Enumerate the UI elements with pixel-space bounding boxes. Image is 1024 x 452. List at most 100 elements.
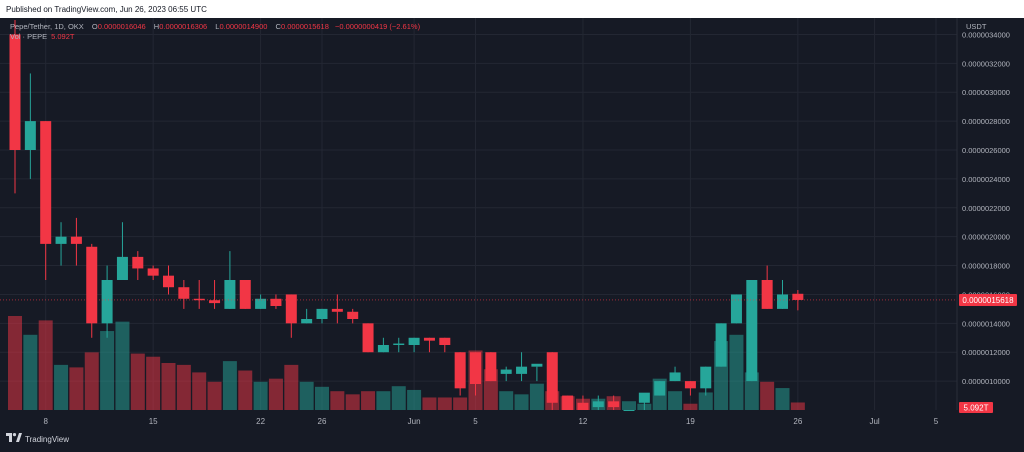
candle-body <box>577 402 589 410</box>
volume-bar <box>330 391 345 410</box>
open-label: O <box>91 22 98 31</box>
candle-body <box>715 323 727 367</box>
volume-bar <box>192 372 207 410</box>
candle-body <box>132 256 144 269</box>
volume-bar <box>100 331 115 410</box>
candle-body <box>9 34 21 150</box>
candle-body <box>546 352 558 403</box>
time-tick-label: 26 <box>793 417 802 426</box>
candle-body <box>423 337 435 341</box>
time-tick-label: Jun <box>408 417 421 426</box>
candle-body <box>163 275 174 288</box>
candle-body <box>70 236 82 244</box>
candle-body <box>562 395 574 410</box>
candle-body <box>531 363 543 367</box>
candle-body <box>147 268 159 276</box>
volume-bar <box>284 364 299 410</box>
candle-body <box>393 343 405 345</box>
volume-bar <box>38 320 53 410</box>
candle-body <box>500 369 512 374</box>
candle-body <box>86 246 98 324</box>
candle-body <box>623 410 635 411</box>
low-label: L <box>215 22 220 31</box>
volume-bar <box>683 403 698 410</box>
volume-bar <box>207 381 222 410</box>
price-tick-label: 0.0000012000 <box>962 348 1010 357</box>
volume-bar <box>23 334 38 410</box>
volume-bar <box>729 334 744 410</box>
price-tick-label: 0.0000024000 <box>962 175 1010 184</box>
time-tick-label: 5 <box>473 417 478 426</box>
candle-body <box>224 280 236 309</box>
volume-bar <box>453 397 468 410</box>
volume-bar <box>407 389 422 410</box>
volume-bar <box>437 397 452 410</box>
volume-bar <box>760 381 775 410</box>
price-tick-label: 0.0000020000 <box>962 233 1010 242</box>
price-tick-label: 0.0000034000 <box>962 30 1010 39</box>
last-price-badge: 0.0000015618 <box>959 293 1017 306</box>
candle-body <box>316 308 328 319</box>
time-tick-label: 5 <box>934 417 939 426</box>
time-axis: 8 15 22 26 Jun 5 12 19 26 Jul 5 <box>43 417 938 426</box>
last-volume-label: 5.092T <box>964 404 989 413</box>
volume-bar <box>69 367 84 410</box>
candle-body <box>684 381 696 389</box>
ohlc-legend: Pepe/Tether, 1D, OKX O0.0000016046 H0.00… <box>10 22 420 31</box>
published-caption: Published on TradingView.com, Jun 26, 20… <box>6 5 207 14</box>
candle-body <box>439 337 451 345</box>
volume-bar <box>422 397 437 410</box>
price-tick-label: 0.0000032000 <box>962 59 1010 68</box>
candle-body <box>516 366 528 374</box>
candle-body <box>608 401 620 408</box>
close-label: C <box>275 22 281 31</box>
volume-label: Vol · PEPE <box>10 32 48 41</box>
time-tick-label: 8 <box>43 417 48 426</box>
volume-bar <box>790 402 805 410</box>
candle-body <box>700 366 712 389</box>
candle-body <box>55 236 67 244</box>
time-tick-label: 22 <box>256 417 265 426</box>
candle-body <box>408 337 420 345</box>
time-tick-label: 26 <box>318 417 327 426</box>
low-value: 0.0000014900 <box>219 22 268 31</box>
volume-bar <box>345 394 360 410</box>
candle-body <box>377 345 389 353</box>
volume-bars <box>8 316 805 410</box>
time-tick-label: 19 <box>686 417 695 426</box>
high-value: 0.0000016306 <box>159 22 208 31</box>
volume-bar <box>222 361 237 410</box>
volume-bar <box>84 352 99 410</box>
candles <box>9 20 804 411</box>
close-value: 0.0000015618 <box>280 22 329 31</box>
open-value: 0.0000016046 <box>97 22 146 31</box>
candle-body <box>470 352 481 384</box>
candle-body <box>792 293 804 300</box>
candle-body <box>654 381 666 396</box>
volume-bar <box>8 316 22 410</box>
tradingview-logo-icon <box>6 432 22 448</box>
volume-bar <box>529 383 544 410</box>
candle-body <box>777 294 788 309</box>
time-tick-label: 15 <box>149 417 158 426</box>
chart-frame: 0.0000010000 0.0000012000 0.0000014000 0.00… <box>0 18 1024 452</box>
candle-body <box>193 298 205 301</box>
candle-body <box>40 121 52 244</box>
price-tick-label: 0.0000028000 <box>962 117 1010 126</box>
volume-bar <box>376 391 391 410</box>
candle-body <box>255 298 267 309</box>
tradingview-brand[interactable]: TradingView <box>6 432 69 448</box>
price-tick-label: 0.0000010000 <box>962 377 1010 386</box>
volume-legend: Vol · PEPE 5.092T <box>10 32 74 41</box>
candle-body <box>592 401 604 408</box>
candle-body <box>746 280 758 382</box>
volume-bar <box>622 401 636 410</box>
volume-bar <box>253 381 268 410</box>
price-chart[interactable]: 0.0000010000 0.0000012000 0.0000014000 0.00… <box>0 18 1024 452</box>
volume-bar <box>146 356 161 410</box>
volume-bar <box>744 372 759 410</box>
candle-body <box>761 280 773 309</box>
price-tick-label: 0.0000022000 <box>962 204 1010 213</box>
last-price-label: 0.0000015618 <box>962 296 1014 305</box>
volume-bar <box>115 321 130 410</box>
